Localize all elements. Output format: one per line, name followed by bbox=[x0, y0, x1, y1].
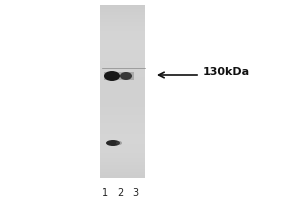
Bar bbox=[104, 72, 134, 80]
Text: 2: 2 bbox=[117, 188, 123, 198]
Text: 1: 1 bbox=[102, 188, 108, 198]
Ellipse shape bbox=[104, 71, 120, 81]
Ellipse shape bbox=[120, 72, 132, 80]
Text: 130kDa: 130kDa bbox=[203, 67, 250, 77]
Ellipse shape bbox=[106, 140, 120, 146]
Text: 3: 3 bbox=[132, 188, 138, 198]
Ellipse shape bbox=[116, 141, 122, 145]
